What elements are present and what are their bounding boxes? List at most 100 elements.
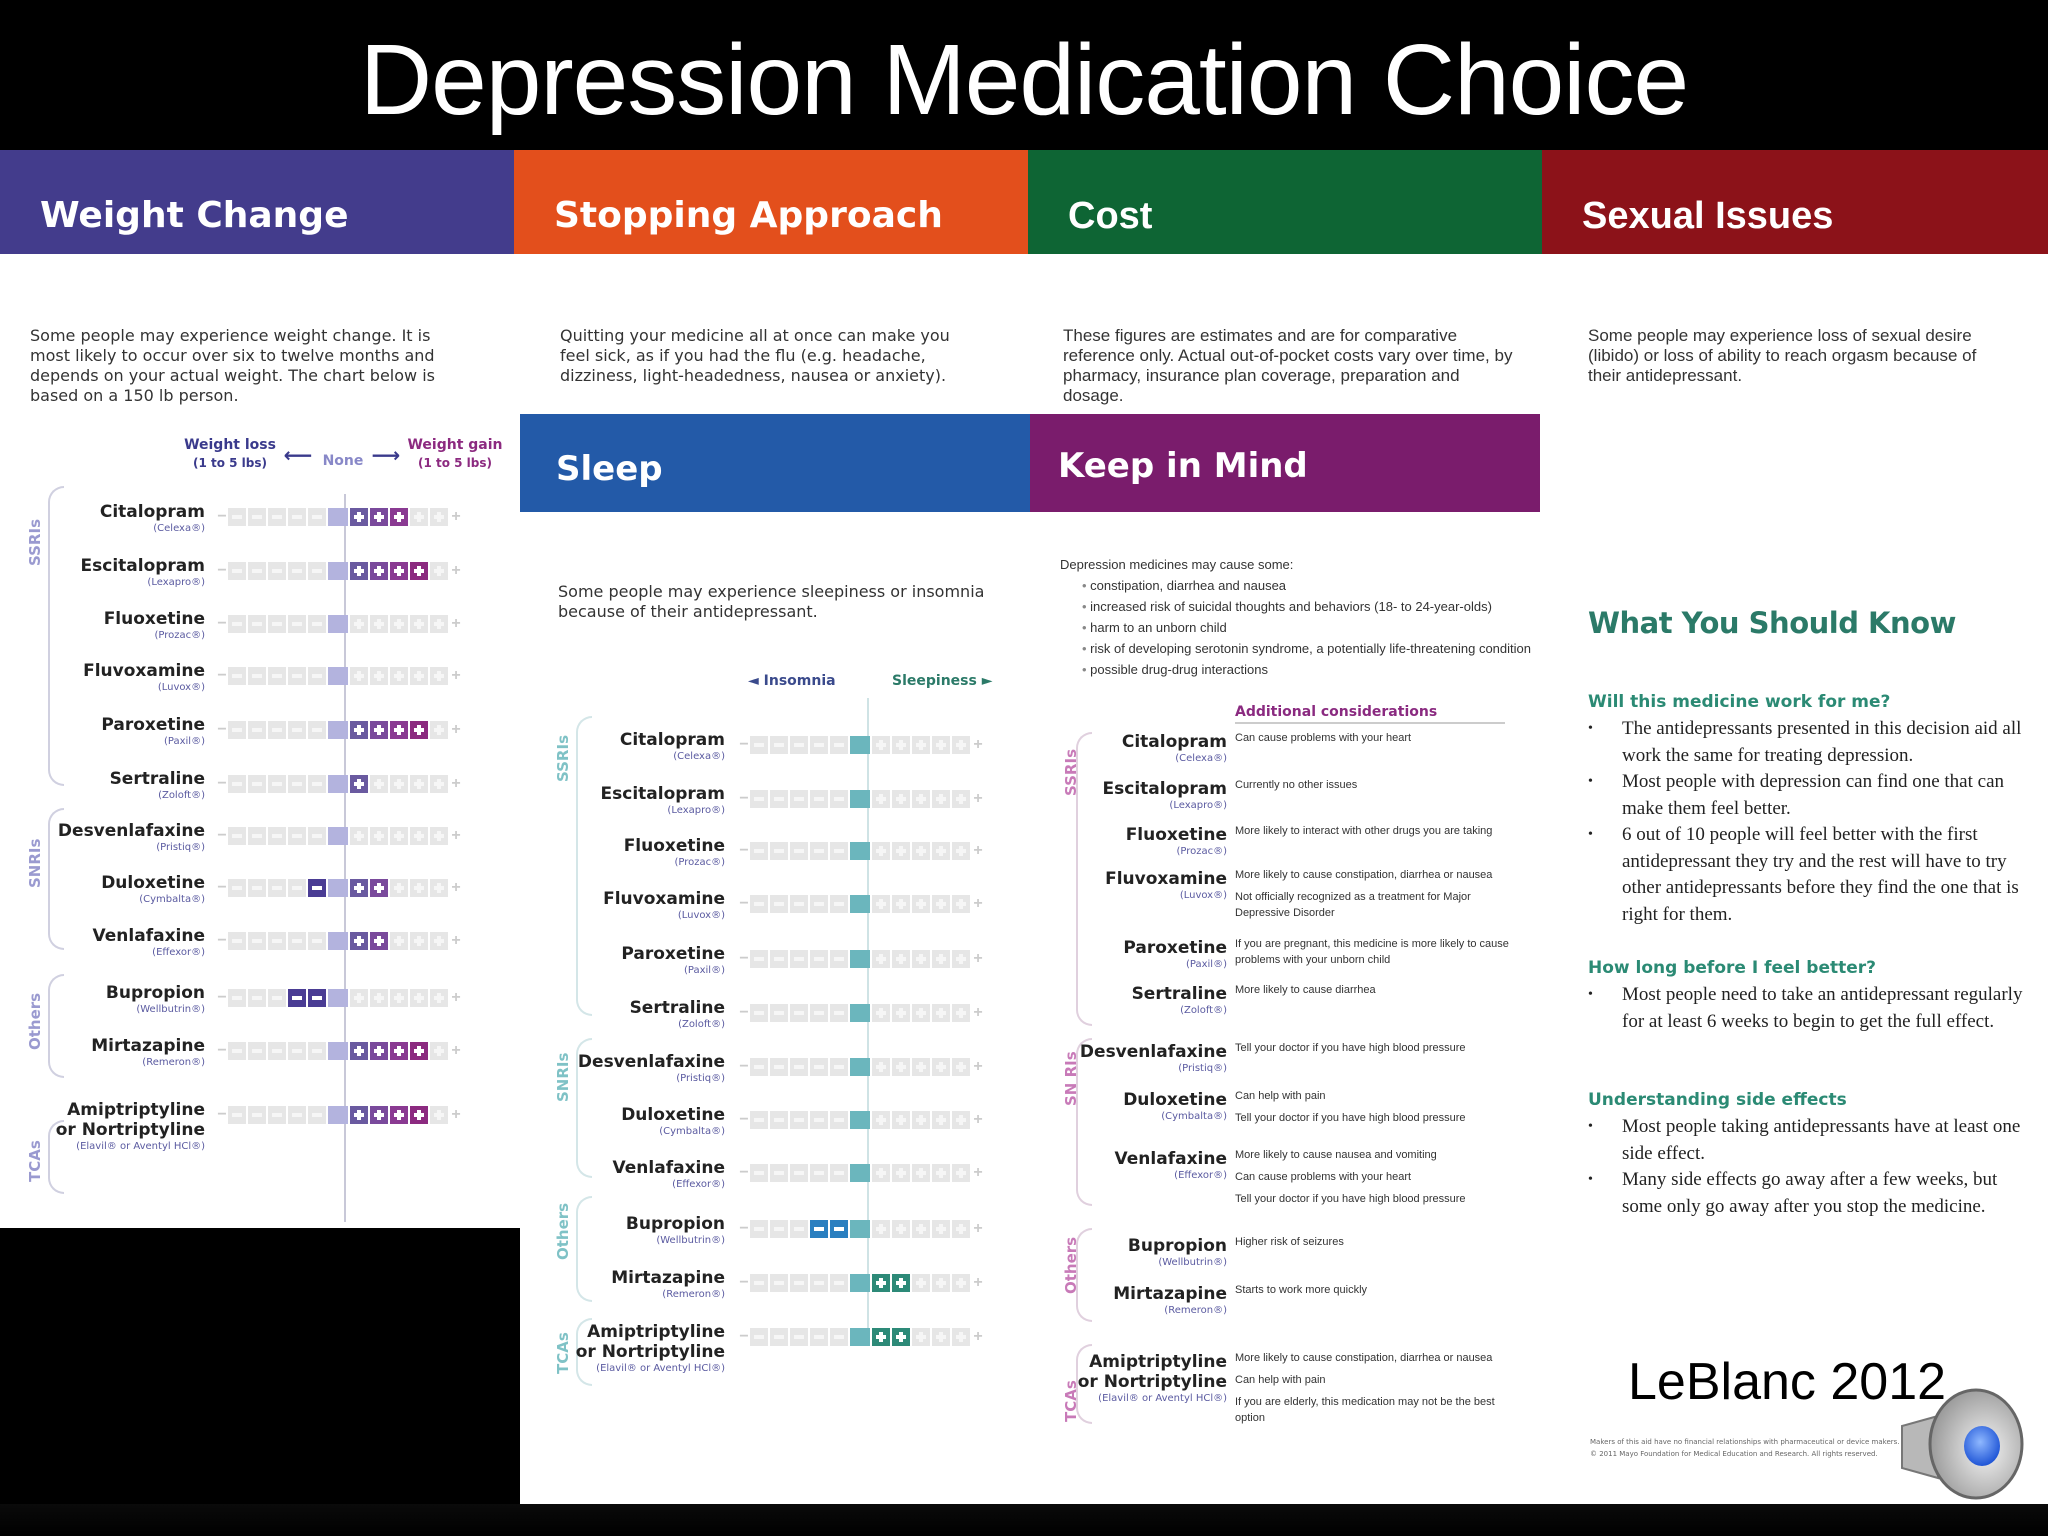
drug-name: Venlafaxine xyxy=(92,926,205,946)
minus-cell xyxy=(810,1164,828,1182)
minus-cell xyxy=(288,989,306,1007)
weight-scale-bar: − + xyxy=(216,615,462,633)
minus-cell xyxy=(248,667,266,685)
minus-end-icon: − xyxy=(217,932,227,949)
center-cell xyxy=(328,1042,348,1060)
minus-cell xyxy=(248,508,266,526)
plus-cell xyxy=(350,721,368,739)
consideration-note: Currently no other issues xyxy=(1235,779,1358,791)
plus-end-icon: + xyxy=(973,842,983,859)
minus-cell xyxy=(268,932,286,950)
brand-name: (Remeron®) xyxy=(662,1289,725,1300)
weight-scale-bar: − + xyxy=(216,827,462,845)
plus-cell xyxy=(892,1274,910,1292)
consideration-note: More likely to cause nausea and vomiting xyxy=(1235,1149,1437,1161)
weight-intro: Some people may experience weight change… xyxy=(30,326,435,405)
minus-cell xyxy=(288,562,306,580)
plus-cell xyxy=(932,1004,950,1022)
minus-end-icon: − xyxy=(739,1164,749,1181)
minus-cell xyxy=(248,879,266,897)
minus-cell xyxy=(288,667,306,685)
minus-cell xyxy=(308,1106,326,1124)
class-label-ssris-sleep: SSRIs xyxy=(554,735,572,782)
minus-cell xyxy=(750,950,768,968)
minus-cell xyxy=(288,1042,306,1060)
minus-cell xyxy=(810,1004,828,1022)
plus-cell xyxy=(912,842,930,860)
minus-cell xyxy=(810,1328,828,1346)
weight-scale-bar: − + xyxy=(216,775,462,793)
sleep-panel: Sleep Some people may experience sleepin… xyxy=(520,414,1030,1504)
weight-scale-bar: − + xyxy=(216,1042,462,1060)
plus-cell xyxy=(912,895,930,913)
minus-cell xyxy=(790,1328,808,1346)
brand-name: (Remeron®) xyxy=(142,1057,205,1068)
plus-end-icon: + xyxy=(973,790,983,807)
question-heading: How long before I feel better? xyxy=(1588,958,1877,978)
plus-cell xyxy=(932,1274,950,1292)
plus-end-icon: + xyxy=(451,989,461,1006)
brand-name: (Effexor®) xyxy=(672,1179,725,1190)
minus-cell xyxy=(228,827,246,845)
plus-cell xyxy=(932,1328,950,1346)
plus-cell xyxy=(430,1042,448,1060)
plus-cell xyxy=(410,508,428,526)
plus-cell xyxy=(912,790,930,808)
minus-cell xyxy=(228,989,246,1007)
minus-end-icon: − xyxy=(217,1042,227,1059)
sleep-scale-bar: − + xyxy=(738,1274,984,1292)
plus-cell xyxy=(370,721,388,739)
minus-cell xyxy=(790,842,808,860)
minus-cell xyxy=(750,1274,768,1292)
consideration-note: Starts to work more quickly xyxy=(1235,1284,1368,1296)
plus-cell xyxy=(390,721,408,739)
plus-cell xyxy=(370,562,388,580)
drug-name: Mirtazapine xyxy=(611,1268,725,1288)
minus-cell xyxy=(248,775,266,793)
brand-name: (Pristiq®) xyxy=(156,842,205,853)
consideration-note: Not officially recognized as a treatment… xyxy=(1235,891,1471,919)
plus-cell xyxy=(872,842,890,860)
plus-cell xyxy=(932,790,950,808)
consideration-notes: Tell your doctor if you have high blood … xyxy=(1235,1040,1525,1062)
plus-cell xyxy=(912,1111,930,1129)
plus-cell xyxy=(390,1106,408,1124)
speaker-icon[interactable] xyxy=(1898,1382,2028,1502)
insomnia-label: ◄ Insomnia xyxy=(748,673,836,689)
slide-title: Depression Medication Choice xyxy=(0,0,2048,150)
plus-cell xyxy=(912,1058,930,1076)
plus-cell xyxy=(410,615,428,633)
sleep-scale-bar: − + xyxy=(738,736,984,754)
minus-cell xyxy=(268,989,286,1007)
brand-name: (Wellbutrin®) xyxy=(656,1235,725,1246)
drug-name: Fluvoxamine xyxy=(1105,869,1227,889)
drug-name: or Nortriptyline xyxy=(575,1342,725,1362)
minus-cell xyxy=(268,615,286,633)
minus-cell xyxy=(770,1274,788,1292)
plus-cell xyxy=(370,827,388,845)
consideration-notes: Currently no other issues xyxy=(1235,777,1525,799)
drug-name: Mirtazapine xyxy=(91,1036,205,1056)
minus-cell xyxy=(228,721,246,739)
plus-end-icon: + xyxy=(451,775,461,792)
plus-cell xyxy=(430,932,448,950)
brace-ssris-keep xyxy=(1076,732,1092,1026)
question-heading: Will this medicine work for me? xyxy=(1588,692,1891,712)
plus-cell xyxy=(390,827,408,845)
plus-cell xyxy=(390,615,408,633)
plus-cell xyxy=(430,721,448,739)
consideration-note: If you are pregnant, this medicine is mo… xyxy=(1235,938,1509,966)
brand-name: (Cymbalta®) xyxy=(1161,1111,1227,1122)
center-cell xyxy=(328,879,348,897)
minus-end-icon: − xyxy=(217,667,227,684)
bottom-bar xyxy=(0,1504,2048,1536)
minus-cell xyxy=(268,1042,286,1060)
cost-intro: These figures are estimates and are for … xyxy=(1063,326,1513,405)
weight-gain-label: Weight gain (1 to 5 lbs) xyxy=(407,437,503,470)
none-label: None xyxy=(322,453,364,469)
brand-name: (Prozac®) xyxy=(674,857,725,868)
brand-name: (Celexa®) xyxy=(673,751,725,762)
plus-cell xyxy=(350,562,368,580)
plus-cell xyxy=(410,932,428,950)
drug-name: Amiptriptyline xyxy=(67,1100,205,1120)
